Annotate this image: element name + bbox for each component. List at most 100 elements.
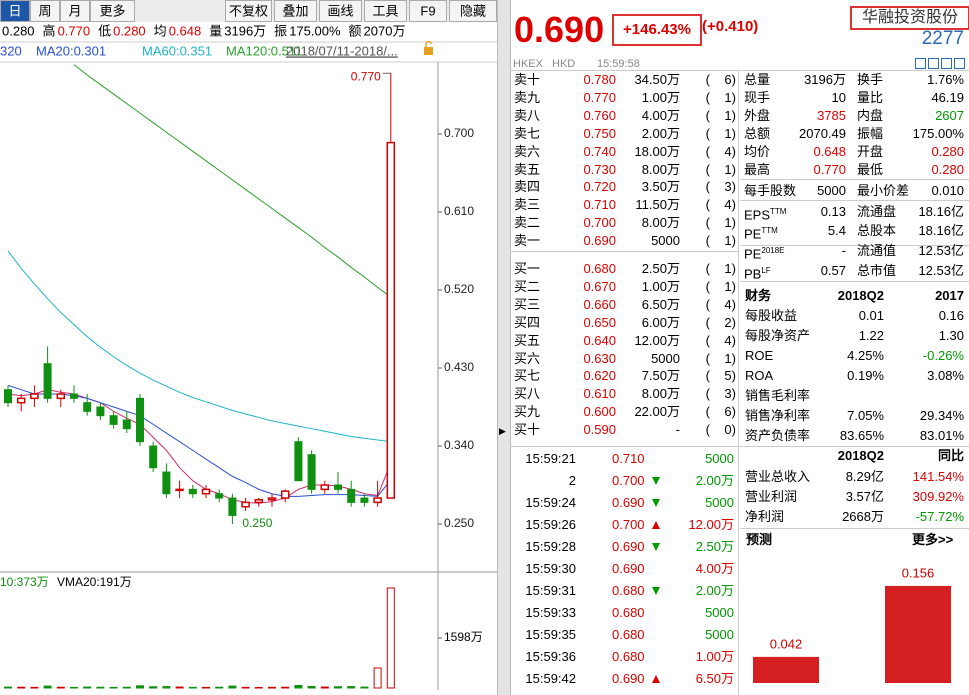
- y-tick-label: 0.700: [444, 126, 474, 140]
- book-count: ( 1): [705, 233, 736, 249]
- trade-price: 0.700: [612, 473, 645, 488]
- candle-body: [109, 415, 118, 425]
- toolbar-icon[interactable]: [915, 58, 926, 69]
- trade-time: 15:59:28: [525, 539, 576, 554]
- stat-value: 0.280: [931, 162, 964, 177]
- splitter[interactable]: [497, 0, 511, 695]
- volume-bar: [241, 686, 250, 689]
- book-price: 0.640: [583, 332, 616, 348]
- stat-value: 0.57: [820, 263, 846, 278]
- finance-value: 3.08%: [927, 368, 964, 383]
- trade-volume: 5000: [705, 627, 734, 642]
- candle-body: [254, 499, 264, 504]
- period-tab[interactable]: [60, 0, 90, 22]
- book-price: 0.720: [583, 179, 616, 195]
- income-value: -57.72%: [915, 509, 964, 524]
- toolbar-icon[interactable]: [941, 58, 952, 69]
- stat-value: -: [841, 243, 846, 258]
- tool-button[interactable]: [364, 0, 407, 22]
- tool-button[interactable]: [225, 0, 272, 22]
- quote-value: 2070万: [364, 23, 406, 38]
- tool-button[interactable]: [409, 0, 447, 22]
- divider: [740, 179, 969, 180]
- stat-value: 0.280: [931, 144, 964, 159]
- divider: [740, 281, 969, 282]
- stat-value: 0.770: [813, 162, 846, 177]
- forecast-bar: [753, 656, 819, 683]
- tool-button[interactable]: [319, 0, 362, 22]
- stat-label: EPSTTM: [744, 207, 787, 223]
- period-tab-label[interactable]: 日: [8, 3, 21, 18]
- ma-legend: MA60:0.351: [142, 43, 212, 58]
- volume-bar: [149, 686, 158, 689]
- tool-button[interactable]: [274, 0, 317, 22]
- stat-label-sup: 2018E: [761, 246, 785, 255]
- tool-button-label[interactable]: 工具: [372, 3, 398, 18]
- book-label: 卖八: [514, 107, 541, 123]
- tool-button-label[interactable]: 不复权: [229, 3, 268, 18]
- period-tab[interactable]: [30, 0, 60, 22]
- forecast-value-label: 0.156: [902, 565, 935, 580]
- stat-label: 开盘: [857, 144, 884, 159]
- finance-value: 1.30: [938, 328, 964, 343]
- divider: [510, 251, 738, 252]
- period-tab-label[interactable]: 周: [38, 3, 51, 18]
- tool-button-label[interactable]: 叠加: [282, 3, 308, 18]
- book-label: 卖二: [514, 215, 541, 231]
- book-volume: 2.50万: [641, 261, 680, 276]
- book-price: 0.780: [583, 72, 616, 87]
- book-label: 买三: [514, 296, 541, 312]
- period-tab[interactable]: [0, 0, 30, 22]
- book-volume: 7.50万: [641, 368, 680, 384]
- y-tick-label: 0.250: [444, 516, 474, 530]
- ma-legend: MA120:0.511: [226, 43, 302, 58]
- toolbar-icon[interactable]: [954, 58, 965, 69]
- volume-bar: [347, 686, 356, 689]
- stat-label: 内盘: [857, 108, 884, 123]
- trade-arrow: [652, 499, 660, 507]
- book-price: 0.690: [583, 233, 616, 249]
- trade-arrow: [652, 477, 660, 485]
- volume-bar: [320, 686, 329, 689]
- book-label: 买五: [514, 332, 541, 348]
- quote-value: 175.00%: [289, 23, 341, 38]
- period-tab[interactable]: [90, 0, 135, 22]
- book-volume: 5000: [651, 233, 680, 249]
- book-volume: 1.00万: [641, 89, 680, 105]
- period-tab-label[interactable]: 更多: [99, 3, 125, 18]
- tool-button-label[interactable]: F9: [420, 3, 435, 18]
- forecast-chart: 0.042 0.156: [753, 565, 951, 683]
- volume-bar: [360, 686, 369, 689]
- book-price: 0.750: [583, 125, 616, 141]
- candle-body: [96, 406, 105, 417]
- book-count: ( 1): [705, 107, 736, 123]
- ma-legend: MA20:0.301: [36, 43, 106, 58]
- income-value: 2668万: [842, 509, 884, 524]
- stat-value: 46.19: [931, 90, 964, 105]
- divider: [510, 446, 969, 447]
- splitter-arrow[interactable]: ▶: [499, 426, 506, 436]
- candle-body: [175, 488, 184, 492]
- more-link[interactable]: 更多>>: [912, 532, 954, 547]
- candle-body: [307, 454, 316, 490]
- tool-button-label[interactable]: 隐藏: [460, 3, 486, 18]
- stat-label: 外盘: [744, 108, 771, 123]
- candle-body: [4, 389, 12, 404]
- toolbar-icon[interactable]: [928, 58, 939, 69]
- quote-label: 均: [154, 23, 167, 38]
- book-count: ( 0): [705, 422, 736, 438]
- trade-arrow: [652, 521, 660, 529]
- stat-label-sup: TTM: [770, 207, 787, 216]
- candle-body: [215, 493, 224, 499]
- book-label: 买二: [514, 278, 541, 294]
- book-volume: 6.00万: [641, 314, 680, 330]
- period-tab-label[interactable]: 月: [68, 3, 81, 18]
- stat-label: 量比: [857, 90, 884, 105]
- income-value: 309.92%: [912, 489, 964, 504]
- tool-button[interactable]: [449, 0, 497, 22]
- tool-button-label[interactable]: 画线: [327, 3, 353, 18]
- finance-value: 0.19%: [847, 368, 884, 383]
- income-value: 3.57亿: [845, 489, 884, 504]
- finance-value: 29.34%: [919, 408, 964, 423]
- income-label: 营业利润: [745, 489, 798, 504]
